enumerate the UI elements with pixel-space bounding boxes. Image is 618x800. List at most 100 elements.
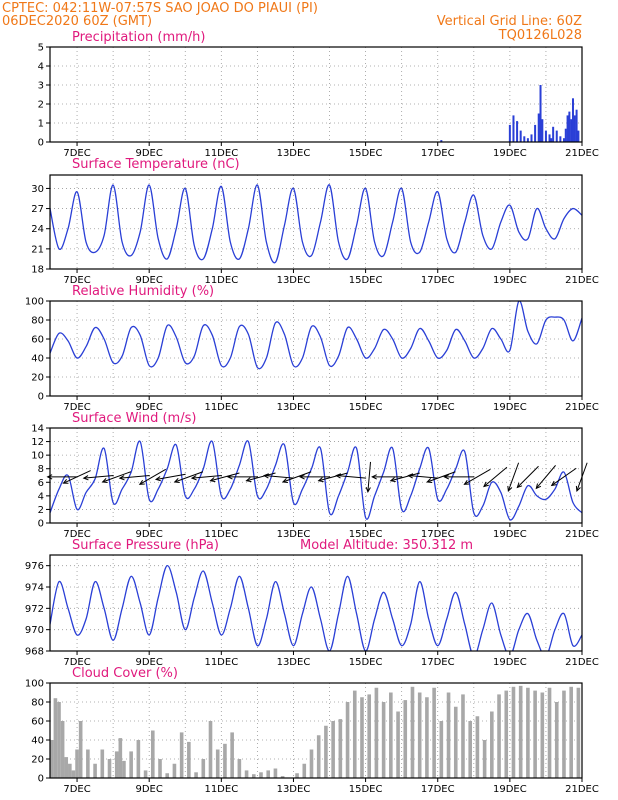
wind-ytick-label: 14 xyxy=(31,424,44,435)
wind-panel: Surface Wind (m/s) 0 2 4 6 8 10 12 14 7DEC 9DEC 11D… xyxy=(31,411,599,540)
humidity-xtick-label: 7DEC xyxy=(63,402,90,413)
cloud-bar xyxy=(410,686,415,778)
cloud-bar xyxy=(331,721,335,778)
cloud-bar xyxy=(165,773,170,778)
wind-arrow xyxy=(507,462,520,493)
header-grid-note: Vertical Grid Line: 60Z xyxy=(437,14,582,29)
cloud-xtick-label: 21DEC xyxy=(565,784,599,795)
precip-ytick-label: 0 xyxy=(38,138,44,149)
humidity-ytick-label: 100 xyxy=(25,297,44,308)
cloud-bar xyxy=(497,694,501,778)
wind-arrow xyxy=(101,471,131,483)
pressure-xtick-label: 17DEC xyxy=(421,657,455,668)
precip-xtick-label: 19DEC xyxy=(493,148,527,159)
precip-ytick-label: 4 xyxy=(38,62,44,73)
humidity-panel: Relative Humidity (%) 0 20 40 60 80 100 7DEC 9DE… xyxy=(25,284,599,413)
cloud-bar xyxy=(230,732,234,778)
precip-bar xyxy=(523,136,526,142)
wind-arrow xyxy=(118,475,150,481)
cloud-bar xyxy=(360,697,364,778)
wind-xtick-label: 9DEC xyxy=(135,529,162,540)
pressure-xtick-label: 13DEC xyxy=(277,657,311,668)
temp-title: Surface Temperature (nC) xyxy=(72,157,240,172)
cloud-bar xyxy=(86,749,90,778)
cloud-xtick-label: 13DEC xyxy=(277,784,311,795)
wind-arrow xyxy=(82,475,114,481)
wind-frame xyxy=(49,427,583,524)
cloud-bar xyxy=(309,749,314,778)
cloud-bar xyxy=(338,719,343,778)
pressure-xtick-label: 21DEC xyxy=(565,657,599,668)
cloud-bar xyxy=(201,759,206,778)
cloud-title: Cloud Cover (%) xyxy=(72,666,178,681)
wind-arrow xyxy=(190,475,222,481)
wind-arrow xyxy=(389,472,420,483)
precip-bar xyxy=(530,134,533,142)
wind-arrow xyxy=(281,471,312,483)
wind-xtick-label: 11DEC xyxy=(204,529,238,540)
pressure-panel: Surface Pressure (hPa) Model Altitude: 35… xyxy=(25,538,599,668)
temp-ytick-label: 30 xyxy=(31,184,44,195)
precip-ytick-label: 3 xyxy=(38,81,44,92)
wind-arrow xyxy=(138,468,167,485)
wind-arrow xyxy=(535,465,556,490)
wind-arrow xyxy=(365,461,372,493)
precip-bar xyxy=(559,136,562,142)
cloud-bar xyxy=(324,725,328,778)
humidity-title: Relative Humidity (%) xyxy=(72,284,214,299)
cloud-bar xyxy=(71,770,76,778)
wind-arrow xyxy=(317,472,348,483)
cloud-bar xyxy=(547,687,552,778)
pressure-ytick-label: 976 xyxy=(25,561,44,572)
cloud-bar xyxy=(504,690,509,778)
wind-ytick-label: 4 xyxy=(38,491,44,502)
precip-xtick-label: 21DEC xyxy=(565,148,599,159)
pressure-xtick-label: 11DEC xyxy=(204,657,238,668)
pressure-title: Surface Pressure (hPa) xyxy=(72,538,219,553)
cloud-bar xyxy=(389,692,393,778)
wind-arrow xyxy=(335,473,367,479)
cloud-bar xyxy=(107,759,112,778)
cloud-bar xyxy=(129,751,133,778)
temp-series-line xyxy=(50,184,582,264)
precip-ytick-label: 1 xyxy=(38,119,44,130)
wind-xtick-label: 13DEC xyxy=(277,529,311,540)
temp-xtick-label: 21DEC xyxy=(565,275,599,286)
pressure-xtick-label: 7DEC xyxy=(63,657,90,668)
wind-arrow xyxy=(209,472,240,483)
cloud-bar xyxy=(562,690,566,778)
cloud-bar xyxy=(114,751,119,778)
cloud-bar xyxy=(266,770,271,778)
pressure-annotation: Model Altitude: 350.312 m xyxy=(300,538,473,553)
header-location: CPTEC: 042:11W-07:57S SAO JOAO DO PIAUI … xyxy=(2,1,318,16)
cloud-ytick-label: 60 xyxy=(31,717,44,728)
wind-ytick-label: 12 xyxy=(31,437,44,448)
pressure-ytick-label: 968 xyxy=(25,647,44,658)
precip-bar xyxy=(534,124,537,142)
precip-ytick-label: 5 xyxy=(38,43,44,54)
cloud-ytick-label: 80 xyxy=(31,698,44,709)
wind-arrow xyxy=(443,474,475,480)
cloud-bar xyxy=(453,706,458,778)
precip-bar xyxy=(573,115,576,142)
precip-bar xyxy=(526,138,529,142)
humidity-series-line xyxy=(50,301,582,370)
cloud-bar xyxy=(280,776,285,778)
temp-ytick-label: 18 xyxy=(31,265,44,276)
cloud-bar xyxy=(273,768,278,778)
cloud-bar xyxy=(150,730,155,778)
wind-arrow xyxy=(371,474,403,480)
precip-bar xyxy=(577,130,580,142)
cloud-bar xyxy=(475,716,480,778)
wind-ytick-label: 6 xyxy=(38,478,44,489)
cloud-bar xyxy=(302,763,307,778)
cloud-xtick-label: 7DEC xyxy=(63,784,90,795)
temp-xtick-label: 7DEC xyxy=(63,275,90,286)
cloud-xtick-label: 19DEC xyxy=(493,784,527,795)
temp-xtick-label: 15DEC xyxy=(349,275,383,286)
cloud-bar xyxy=(57,702,61,778)
wind-arrow xyxy=(550,467,577,487)
temp-frame xyxy=(49,174,583,270)
cloud-xtick-label: 17DEC xyxy=(421,784,455,795)
